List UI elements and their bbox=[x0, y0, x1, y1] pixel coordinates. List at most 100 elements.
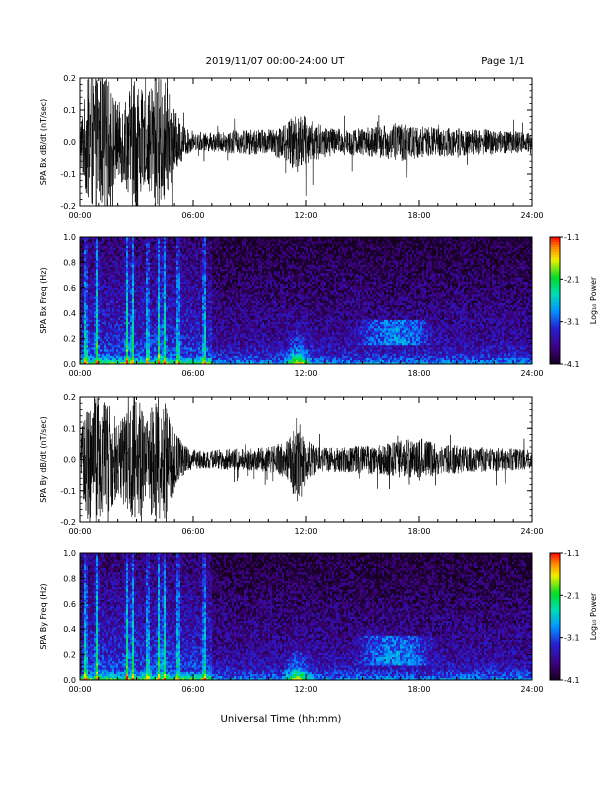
spectrogram-cell bbox=[186, 320, 188, 322]
spectrogram-cell bbox=[108, 267, 110, 269]
spectrogram-cell bbox=[224, 243, 226, 245]
spectrogram-cell bbox=[88, 273, 90, 275]
spectrogram-cell bbox=[130, 243, 132, 245]
spectrogram-cell bbox=[164, 248, 166, 250]
spectrogram-cell bbox=[216, 311, 218, 313]
spectrogram-cell bbox=[200, 277, 202, 279]
spectrogram-cell bbox=[140, 273, 142, 275]
spectrogram-cell bbox=[132, 343, 134, 345]
spectrogram-cell bbox=[164, 320, 166, 322]
spectrogram-cell bbox=[134, 296, 136, 298]
spectrogram-cell bbox=[84, 284, 86, 286]
spectrogram-cell bbox=[184, 339, 186, 341]
spectrogram-cell bbox=[142, 252, 144, 254]
spectrogram-cell bbox=[164, 326, 166, 328]
spectrogram-cell bbox=[112, 317, 114, 319]
spectrogram-cell bbox=[82, 265, 84, 267]
spectrogram-cell bbox=[166, 241, 168, 243]
spectrogram-cell bbox=[176, 301, 178, 303]
spectrogram-cell bbox=[210, 294, 212, 296]
spectrogram-cell bbox=[90, 326, 92, 328]
spectrogram-cell bbox=[140, 279, 142, 281]
spectrogram-cell bbox=[154, 339, 156, 341]
spectrogram-cell bbox=[180, 330, 182, 332]
spectrogram-cell bbox=[202, 315, 204, 317]
spectrogram-cell bbox=[182, 358, 184, 360]
spectrogram-cell bbox=[94, 296, 96, 298]
spectrogram-cell bbox=[166, 343, 168, 345]
spectrogram-cell bbox=[170, 286, 172, 288]
spectrogram-cell bbox=[166, 279, 168, 281]
spectrogram-cell bbox=[126, 341, 128, 343]
spectrogram-cell bbox=[82, 305, 84, 307]
spectrogram-cell bbox=[112, 336, 114, 338]
spectrogram-cell bbox=[84, 271, 86, 273]
spectrogram-cell bbox=[126, 262, 128, 264]
spectrogram-cell bbox=[182, 277, 184, 279]
spectrogram-cell bbox=[210, 265, 212, 267]
spectrogram-cell bbox=[222, 339, 224, 341]
spectrogram-cell bbox=[202, 341, 204, 343]
spectrogram-cell bbox=[212, 288, 214, 290]
spectrogram-cell bbox=[138, 330, 140, 332]
spectrogram-cell bbox=[164, 260, 166, 262]
spectrogram-cell bbox=[104, 330, 106, 332]
spectrogram-cell bbox=[114, 360, 116, 362]
spectrogram-cell bbox=[240, 254, 242, 256]
spectrogram-cell bbox=[134, 347, 136, 349]
spectrogram-cell bbox=[136, 260, 138, 262]
spectrogram-cell bbox=[230, 260, 232, 262]
spectrogram-cell bbox=[86, 245, 88, 247]
spectrogram-cell bbox=[128, 262, 130, 264]
spectrogram-cell bbox=[140, 358, 142, 360]
spectrogram-cell bbox=[126, 258, 128, 260]
spectrogram-cell bbox=[100, 317, 102, 319]
spectrogram-cell bbox=[176, 298, 178, 300]
spectrogram-cell bbox=[166, 269, 168, 271]
spectrogram-cell bbox=[186, 252, 188, 254]
spectrogram-cell bbox=[148, 339, 150, 341]
spectrogram-cell bbox=[198, 317, 200, 319]
spectrogram-cell bbox=[234, 330, 236, 332]
spectrogram-cell bbox=[110, 341, 112, 343]
spectrogram-cell bbox=[124, 294, 126, 296]
spectrogram-cell bbox=[186, 258, 188, 260]
spectrogram-cell bbox=[150, 358, 152, 360]
spectrogram-cell bbox=[172, 356, 174, 358]
spectrogram-cell bbox=[234, 248, 236, 250]
spectrogram-cell bbox=[92, 245, 94, 247]
spectrogram-cell bbox=[184, 324, 186, 326]
spectrogram-cell bbox=[124, 324, 126, 326]
spectrogram-cell bbox=[236, 313, 238, 315]
spectrogram-cell bbox=[210, 332, 212, 334]
spectrogram-cell bbox=[224, 351, 226, 353]
spectrogram-cell bbox=[106, 315, 108, 317]
spectrogram-cell bbox=[186, 313, 188, 315]
spectrogram-cell bbox=[200, 284, 202, 286]
spectrogram-cell bbox=[148, 267, 150, 269]
spectrogram-cell bbox=[188, 277, 190, 279]
spectrogram-cell bbox=[108, 320, 110, 322]
spectrogram-cell bbox=[94, 248, 96, 250]
spectrogram-cell bbox=[154, 256, 156, 258]
spectrogram-cell bbox=[146, 311, 148, 313]
spectrogram-cell bbox=[138, 332, 140, 334]
spectrogram-cell bbox=[150, 265, 152, 267]
spectrogram-cell bbox=[82, 269, 84, 271]
spectrogram-cell bbox=[240, 288, 242, 290]
spectrogram-cell bbox=[114, 258, 116, 260]
spectrogram-cell bbox=[198, 252, 200, 254]
spectrogram-cell bbox=[198, 353, 200, 355]
spectrogram-cell bbox=[124, 281, 126, 283]
spectrogram-cell bbox=[236, 301, 238, 303]
spectrogram-cell bbox=[228, 279, 230, 281]
spectrogram-cell bbox=[176, 260, 178, 262]
spectrogram-cell bbox=[242, 330, 244, 332]
spectrogram-cell bbox=[158, 267, 160, 269]
spectrogram-cell bbox=[242, 349, 244, 351]
spectrogram-cell bbox=[162, 277, 164, 279]
spectrogram-cell bbox=[88, 326, 90, 328]
spectrogram-cell bbox=[188, 322, 190, 324]
spectrogram-cell bbox=[146, 269, 148, 271]
spectrogram-cell bbox=[178, 345, 180, 347]
